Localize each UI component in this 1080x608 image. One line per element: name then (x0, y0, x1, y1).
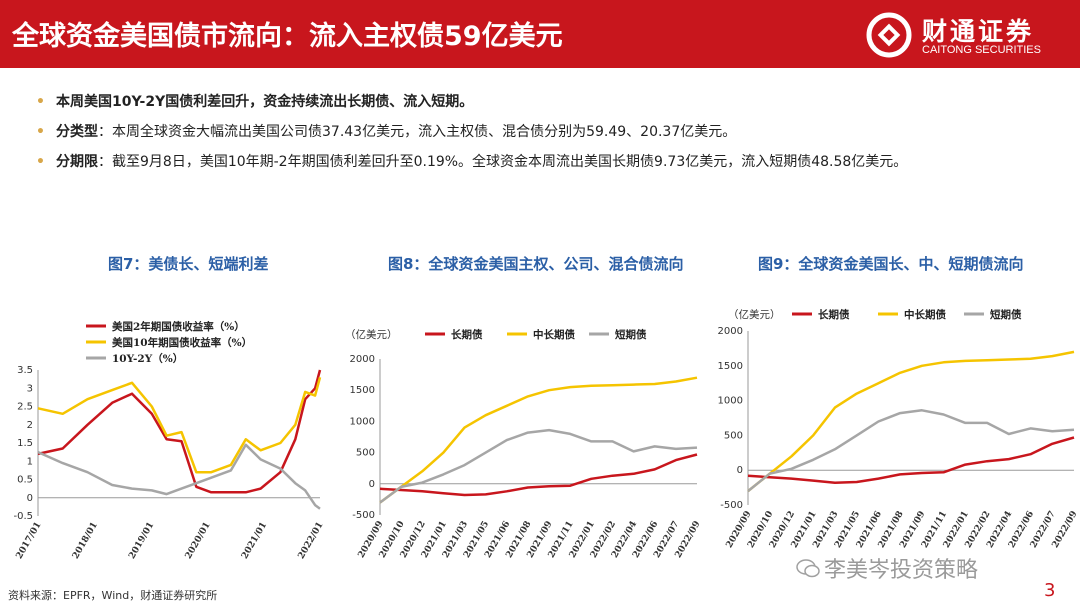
bullet-text: ：本周全球资金大幅流出美国公司债37.43亿美元，流入主权债、混合债分别为59.… (98, 124, 737, 140)
series-line-1 (37, 369, 322, 494)
series-line-3 (747, 409, 1075, 493)
page-title: 全球资金美国债市流向：流入主权债59亿美元 (12, 21, 563, 52)
legend-label: 10Y-2Y（%） (112, 352, 183, 365)
bullet-by-type: • 分类型：本周全球资金大幅流出美国公司债37.43亿美元，流入主权债、混合债分… (36, 120, 1066, 150)
unit-label: （亿美元） (728, 308, 781, 321)
wechat-icon (796, 559, 820, 578)
summary-bullets: • 本周美国10Y-2Y国债利差回升，资金持续流出长期债、流入短期。 • 分类型… (36, 90, 1066, 180)
legend-label: 长期债 (451, 328, 483, 341)
y-tick-label: 2 (27, 420, 33, 431)
logo-name: 财通证券 (922, 17, 1035, 46)
y-tick-label: 0 (369, 479, 375, 490)
y-tick-label: -0.5 (13, 511, 33, 522)
title-banner: 全球资金美国债市流向：流入主权债59亿美元 (0, 0, 1080, 68)
y-tick-label: 2.5 (17, 402, 33, 413)
y-tick-label: 3.5 (17, 365, 33, 376)
bullet-summary: • 本周美国10Y-2Y国债利差回升，资金持续流出长期债、流入短期。 (36, 90, 1066, 120)
watermark: 李美岑投资策略 (824, 558, 979, 583)
y-tick-label: 1.5 (17, 438, 33, 449)
legend-label: 中长期债 (533, 328, 575, 341)
source-note: 资料来源：EPFR，Wind，财通证券研究所 (8, 589, 218, 602)
series-line-3 (37, 443, 321, 510)
legend-label: 短期债 (990, 308, 1022, 321)
legend-label: 中长期债 (904, 308, 946, 321)
bullet-text: ：截至9月8日，美国10年期-2年期国债利差回升至0.19%。全球资金本周流出美… (98, 154, 908, 170)
y-tick-label: 500 (724, 430, 743, 441)
figure-7-title: 图7：美债长、短端利差 (108, 255, 269, 273)
figure-8-title: 图8：全球资金美国主权、公司、混合债流向 (388, 255, 684, 273)
bullet-by-maturity: • 分期限：截至9月8日，美国10年期-2年期国债利差回升至0.19%。全球资金… (36, 150, 1066, 180)
x-tick-label: 2018/01 (71, 521, 100, 561)
series-line-3 (379, 428, 698, 504)
unit-label: （亿美元） (345, 328, 398, 341)
series-line-1 (379, 453, 698, 497)
bullet-dot-icon: • (36, 154, 45, 170)
y-tick-label: 2000 (350, 354, 375, 365)
caitong-logo-icon (866, 12, 912, 58)
chart-flows-by-maturity: 2000150010005000-5002020/092020/102020/1… (718, 308, 1080, 550)
y-tick-label: 0 (737, 465, 743, 476)
x-tick-label: 2020/01 (184, 521, 213, 561)
legend-label: 长期债 (818, 308, 850, 321)
y-tick-label: 0 (27, 493, 33, 504)
figure-9-title: 图9：全球资金美国长、中、短期债流向 (758, 255, 1024, 273)
y-tick-label: 1000 (350, 416, 375, 427)
chart-flows-by-type: 2000150010005000-5002020/092020/102020/1… (345, 328, 703, 560)
y-tick-label: 0.5 (17, 475, 33, 486)
page-number: 3 (1044, 580, 1056, 601)
series-line-2 (747, 350, 1075, 493)
legend-label: 短期债 (615, 328, 647, 341)
x-tick-label: 2021/01 (240, 521, 269, 561)
bullet-dot-icon: • (36, 124, 45, 140)
y-tick-label: 3 (27, 383, 33, 394)
y-tick-label: 2000 (718, 326, 743, 337)
x-tick-label: 2017/01 (15, 521, 44, 561)
bullet-key: 分类型 (56, 124, 98, 140)
y-tick-label: -500 (720, 500, 743, 511)
bullet-dot-icon: • (36, 94, 45, 110)
y-tick-label: 1 (27, 456, 33, 467)
y-tick-label: 1500 (350, 385, 375, 396)
series-line-2 (37, 376, 322, 474)
y-tick-label: -500 (352, 510, 375, 521)
logo-english-name: CAITONG SECURITIES (922, 44, 1041, 56)
bullet-key: 分期限 (56, 154, 98, 170)
legend-label: 美国2年期国债收益率（%） (112, 320, 245, 333)
x-tick-label: 2019/01 (127, 521, 156, 561)
y-tick-label: 1000 (718, 396, 743, 407)
y-tick-label: 500 (356, 448, 375, 459)
legend-label: 美国10年期国债收益率（%） (112, 336, 252, 349)
series-line-2 (379, 376, 698, 504)
y-tick-label: 1500 (718, 361, 743, 372)
series-line-1 (747, 436, 1075, 484)
bullet-text: 本周美国10Y-2Y国债利差回升，资金持续流出长期债、流入短期。 (56, 94, 474, 110)
x-tick-label: 2022/01 (297, 521, 326, 561)
